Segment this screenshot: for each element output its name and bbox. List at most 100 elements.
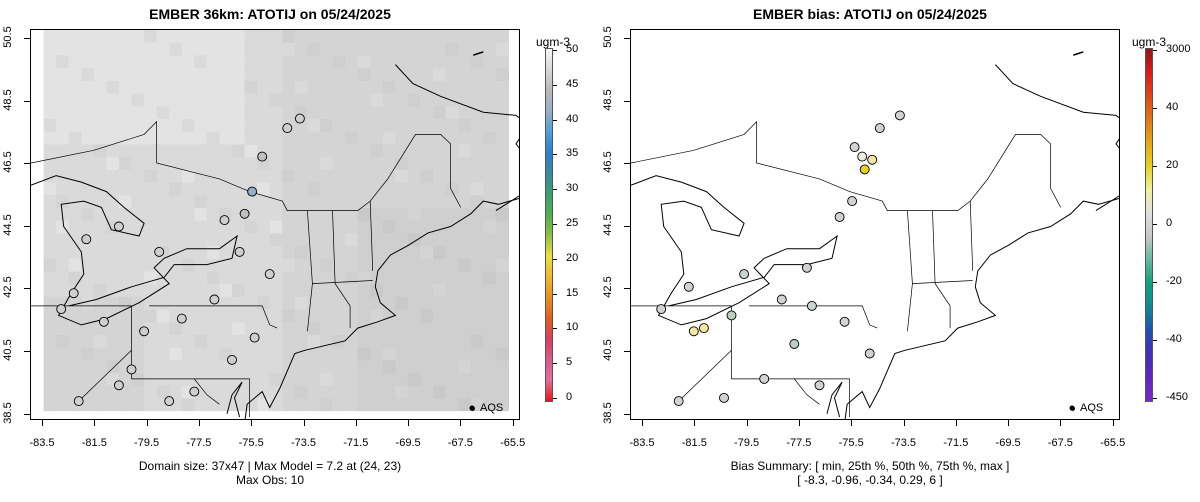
heatmap-cell <box>118 143 132 158</box>
heatmap-cell <box>144 220 158 234</box>
heatmap-cell <box>294 42 308 56</box>
heatmap-cell <box>458 118 472 132</box>
heatmap-cell <box>345 372 359 386</box>
heatmap-cell <box>68 169 82 183</box>
state-border <box>194 378 220 405</box>
heatmap-cell <box>433 309 447 323</box>
heatmap-cell <box>458 309 472 323</box>
heatmap-cell <box>345 397 359 412</box>
heatmap-cell <box>156 105 170 119</box>
heatmap-cell <box>357 194 371 208</box>
heatmap-cell <box>106 156 120 170</box>
heatmap-cell <box>420 42 434 56</box>
x-tick-mark <box>903 420 905 426</box>
heatmap-cell <box>244 105 258 119</box>
x-tick-label: -67.5 <box>447 437 473 449</box>
heatmap-cell <box>93 245 107 259</box>
heatmap-cell <box>433 207 447 221</box>
heatmap-cell <box>81 118 95 132</box>
colorbar-tick-label: -40 <box>1166 333 1182 345</box>
heatmap-cell <box>407 93 421 107</box>
heatmap-cell <box>307 55 321 69</box>
heatmap-cell <box>320 80 334 94</box>
heatmap-cell <box>332 143 346 158</box>
heatmap-cell <box>320 169 334 183</box>
heatmap-cell <box>93 30 107 43</box>
heatmap-cell <box>433 245 447 259</box>
heatmap-cell <box>307 131 321 145</box>
heatmap-cell <box>131 80 145 94</box>
heatmap-cell <box>232 105 246 119</box>
heatmap-cell <box>495 321 509 335</box>
heatmap-cell <box>118 347 132 361</box>
heatmap-cell <box>332 194 346 208</box>
heatmap-cell <box>420 67 434 81</box>
heatmap-cell <box>420 105 434 119</box>
heatmap-cell <box>294 296 308 310</box>
heatmap-cell <box>118 232 132 246</box>
heatmap-cell <box>483 220 497 234</box>
heatmap-cell <box>495 182 509 196</box>
heatmap-cell <box>307 194 321 208</box>
heatmap-cell <box>232 55 246 69</box>
heatmap-cell <box>407 118 421 132</box>
heatmap-cell <box>445 156 459 170</box>
colorbar-tick <box>553 258 557 260</box>
heatmap-cell <box>495 296 509 310</box>
heatmap-cell <box>294 143 308 158</box>
heatmap-cell <box>131 397 145 412</box>
heatmap-cell <box>470 347 484 361</box>
heatmap-cell <box>345 169 359 183</box>
heatmap-cell <box>382 30 396 43</box>
heatmap-cell <box>244 118 258 132</box>
heatmap-cell <box>244 67 258 81</box>
heatmap-cell <box>458 194 472 208</box>
heatmap-cell <box>332 131 346 145</box>
heatmap-cell <box>483 258 497 272</box>
heatmap-cell <box>43 372 57 386</box>
heatmap-cell <box>445 67 459 81</box>
heatmap-cell <box>269 118 283 132</box>
heatmap-cell <box>131 169 145 183</box>
heatmap-cell <box>420 220 434 234</box>
heatmap-cell <box>68 207 82 221</box>
x-tick-label: -81.5 <box>681 437 707 449</box>
heatmap-cell <box>181 80 195 94</box>
heatmap-cell <box>470 296 484 310</box>
heatmap-cell <box>332 80 346 94</box>
heatmap-cell <box>307 156 321 170</box>
heatmap-cell <box>56 42 70 56</box>
heatmap-cell <box>219 55 233 69</box>
heatmap-cell <box>420 55 434 69</box>
heatmap-cell <box>320 347 334 361</box>
heatmap-cell <box>382 245 396 259</box>
heatmap-cell <box>320 296 334 310</box>
heatmap-cell <box>118 30 132 43</box>
heatmap-cell <box>420 80 434 94</box>
heatmap-cell <box>81 80 95 94</box>
heatmap-cell <box>320 156 334 170</box>
x-tick-label: -77.5 <box>186 437 212 449</box>
heatmap-cell <box>181 156 195 170</box>
heatmap-cell <box>420 207 434 221</box>
heatmap-cell <box>395 143 409 158</box>
heatmap-cell <box>294 93 308 107</box>
heatmap-cell <box>257 245 271 259</box>
heatmap-cell <box>144 347 158 361</box>
heatmap-cell <box>382 283 396 297</box>
heatmap-cell <box>370 347 384 361</box>
heatmap-cell <box>370 245 384 259</box>
heatmap-cell <box>357 143 371 158</box>
heatmap-cell <box>156 207 170 221</box>
colorbar-tick <box>553 84 557 86</box>
heatmap-cell <box>420 143 434 158</box>
heatmap-cell <box>232 30 246 43</box>
heatmap-cell <box>357 283 371 297</box>
heatmap-cell <box>156 55 170 69</box>
heatmap-cell <box>131 283 145 297</box>
heatmap-cell <box>106 169 120 183</box>
heatmap-cell <box>68 334 82 348</box>
heatmap-cell <box>144 55 158 69</box>
state-border <box>731 305 850 380</box>
heatmap-cell <box>81 131 95 145</box>
